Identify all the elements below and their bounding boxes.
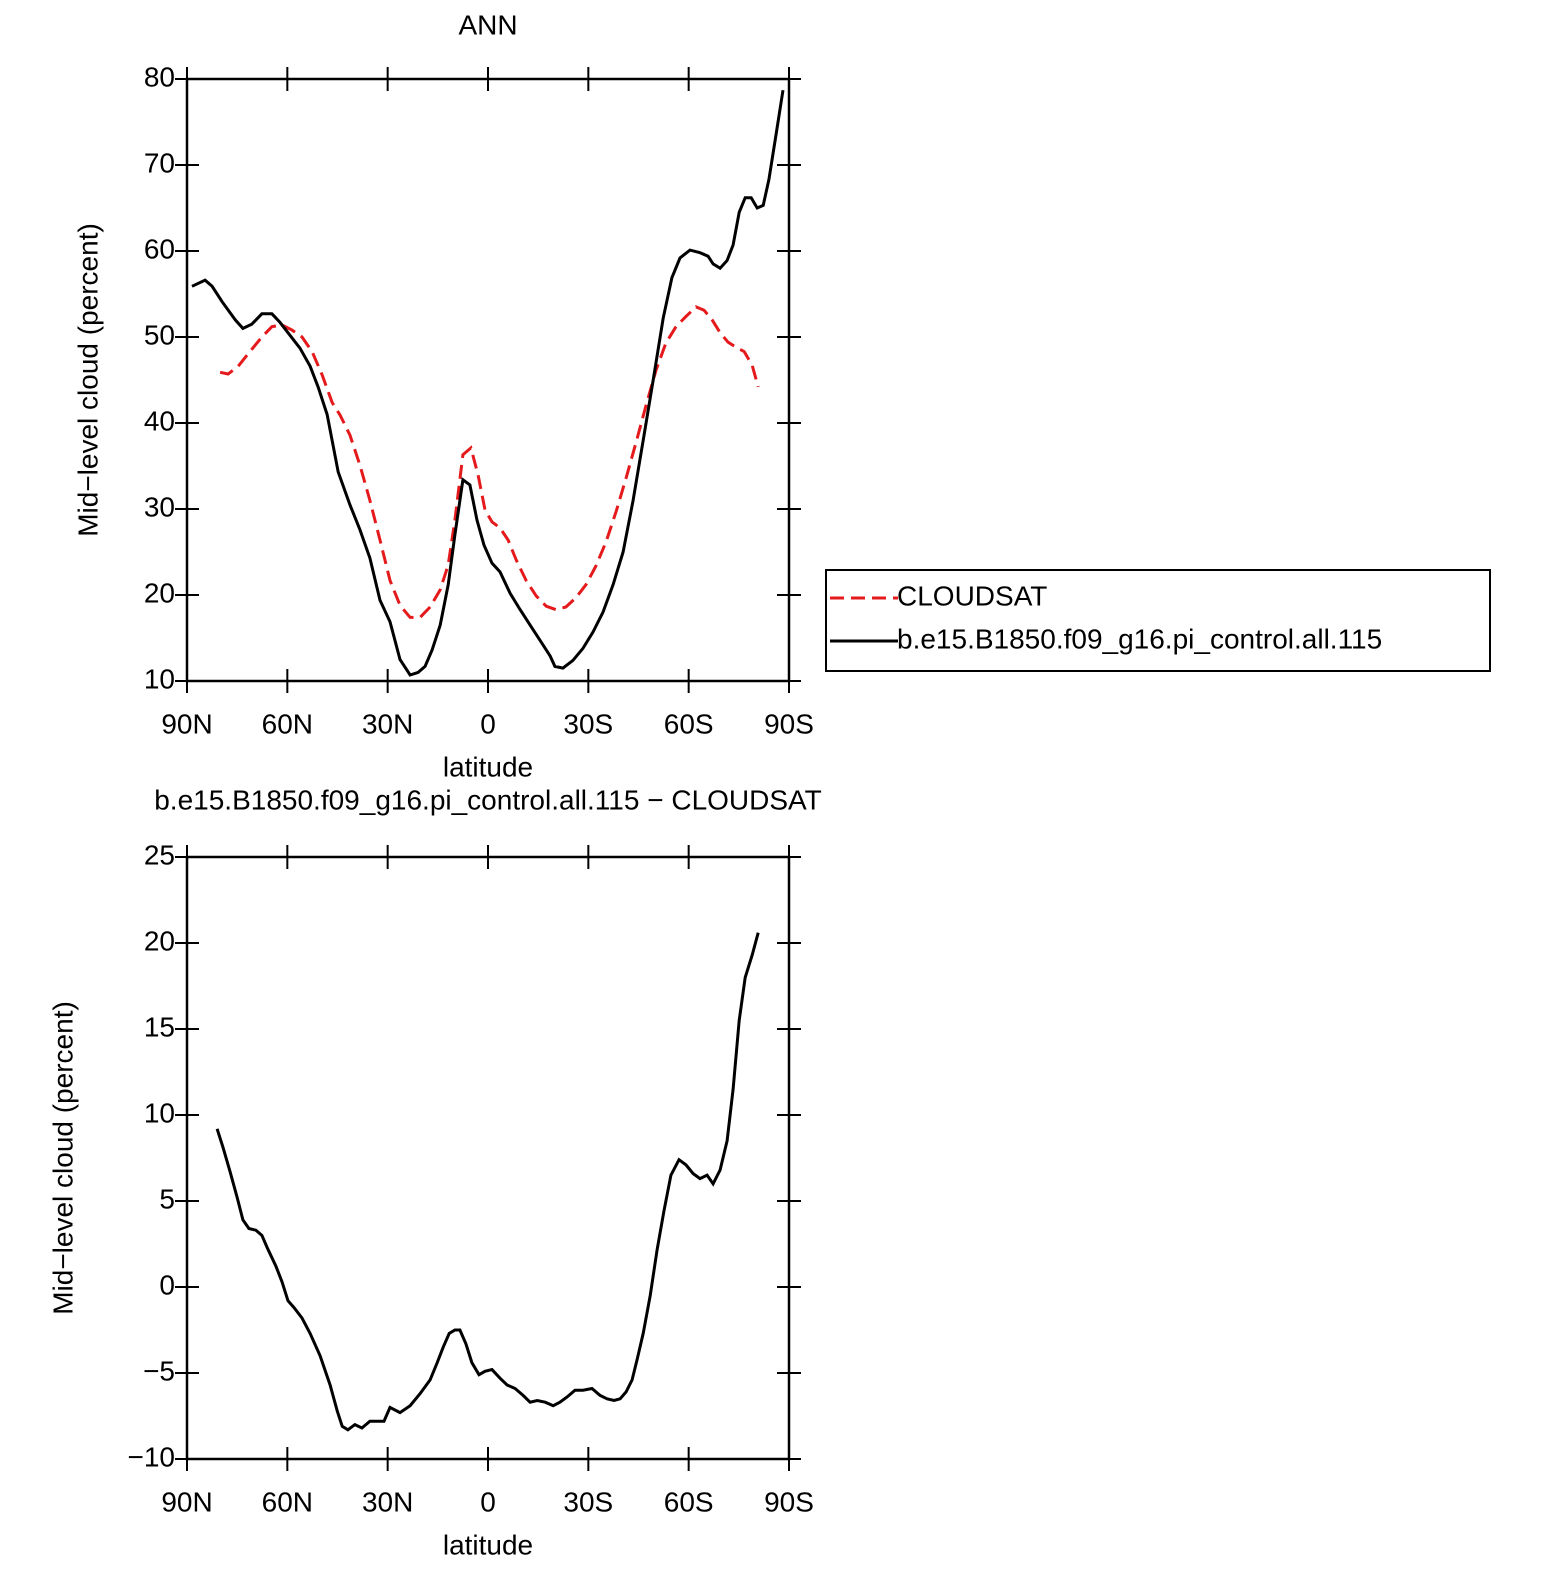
y-tick-label: 50	[144, 319, 175, 350]
data-line	[219, 305, 760, 619]
chart-title: ANN	[458, 9, 517, 40]
y-tick-label: 25	[144, 839, 175, 870]
y-tick-label: 70	[144, 147, 175, 178]
legend-label: CLOUDSAT	[897, 580, 1047, 611]
plot-frame	[185, 77, 791, 683]
x-axis-label: latitude	[443, 1529, 533, 1560]
y-tick-label: 5	[159, 1183, 175, 1214]
x-tick-label: 60S	[664, 708, 714, 739]
x-tick-label: 60S	[664, 1486, 714, 1517]
x-tick-label: 0	[480, 1486, 496, 1517]
x-tick-label: 90S	[764, 708, 814, 739]
y-tick-label: −10	[128, 1441, 176, 1472]
data-line	[191, 89, 785, 677]
x-tick-label: 30S	[563, 1486, 613, 1517]
data-line	[215, 932, 760, 1432]
x-tick-label: 90N	[161, 708, 212, 739]
legend-box	[825, 569, 1491, 672]
y-axis-label: Mid−level cloud (percent)	[72, 223, 103, 537]
y-tick-label: 15	[144, 1011, 175, 1042]
x-tick-label: 30N	[362, 708, 413, 739]
x-tick-label: 60N	[262, 708, 313, 739]
y-tick-label: 80	[144, 61, 175, 92]
y-tick-label: 10	[144, 1097, 175, 1128]
y-tick-label: 0	[159, 1269, 175, 1300]
y-tick-label: −5	[143, 1355, 175, 1386]
y-tick-label: 60	[144, 233, 175, 264]
y-tick-label: 10	[144, 663, 175, 694]
x-tick-label: 30N	[362, 1486, 413, 1517]
y-tick-label: 40	[144, 405, 175, 436]
chart-title: b.e15.B1850.f09_g16.pi_control.all.115 −…	[154, 784, 822, 815]
y-tick-label: 20	[144, 925, 175, 956]
x-tick-label: 90N	[161, 1486, 212, 1517]
y-tick-label: 30	[144, 491, 175, 522]
x-tick-label: 30S	[563, 708, 613, 739]
x-tick-label: 90S	[764, 1486, 814, 1517]
legend-label: b.e15.B1850.f09_g16.pi_control.all.115	[897, 623, 1382, 654]
y-axis-label: Mid−level cloud (percent)	[47, 1001, 78, 1315]
plot-frame	[185, 855, 791, 1461]
x-tick-label: 0	[480, 708, 496, 739]
x-axis-label: latitude	[443, 751, 533, 782]
y-tick-label: 20	[144, 577, 175, 608]
x-tick-label: 60N	[262, 1486, 313, 1517]
